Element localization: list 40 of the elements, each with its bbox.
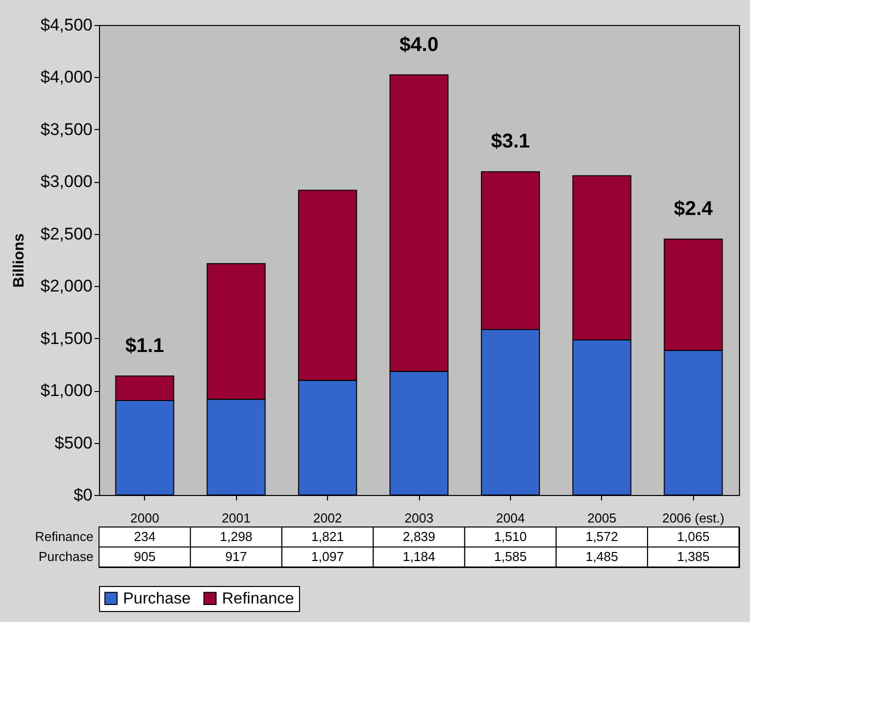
y-tick-label: $500	[54, 433, 92, 452]
x-tick-label: 2006 (est.)	[662, 510, 724, 526]
data-label: 1,485	[586, 549, 618, 564]
y-tick-label: $2,000	[40, 276, 92, 296]
data-label: 1,572	[586, 529, 618, 544]
x-tick-label: 2003	[404, 510, 434, 526]
legend-label: Purchase	[123, 590, 191, 608]
x-tick-label: 2002	[313, 510, 342, 526]
text: Purchase	[38, 549, 94, 564]
data-label: 1,065	[677, 529, 710, 544]
data-label: 1,184	[402, 549, 436, 564]
annotation: $4.0	[400, 34, 438, 56]
y-tick-label: $3,500	[40, 120, 92, 139]
y-tick-label: $4,500	[40, 16, 92, 34]
x-tick-label: 2000	[130, 510, 160, 526]
data-label: 2,839	[402, 529, 436, 544]
y-tick-label: $3,000	[40, 172, 92, 192]
data-label: 234	[134, 529, 156, 544]
x-tick-label: 2001	[222, 510, 251, 526]
y-tick-label: $0	[74, 486, 92, 504]
x-tick-label: 2005	[587, 510, 616, 526]
y-tick-label: $2,500	[40, 224, 92, 244]
y-tick-label: $1,000	[40, 381, 92, 400]
data-label: 1,821	[311, 529, 344, 544]
annotation: $2.4	[674, 198, 714, 220]
legend-label: Refinance	[222, 590, 294, 608]
y-tick-label: $1,500	[40, 328, 92, 348]
data-label: 1,385	[677, 549, 710, 564]
annotation: $1.1	[125, 335, 164, 358]
y-axis-title: Billions	[10, 233, 28, 288]
data-label: 1,510	[494, 529, 527, 544]
x-tick-label: 2004	[496, 510, 525, 526]
data-label: 905	[134, 549, 156, 564]
data-label: 1,097	[311, 549, 344, 564]
data-label: 1,585	[494, 549, 527, 564]
data-label: 1,298	[220, 529, 252, 544]
annotation: $3.1	[490, 130, 530, 153]
y-tick-label: $4,000	[40, 68, 92, 87]
text: Refinance	[34, 529, 94, 544]
data-label: 917	[225, 549, 247, 564]
